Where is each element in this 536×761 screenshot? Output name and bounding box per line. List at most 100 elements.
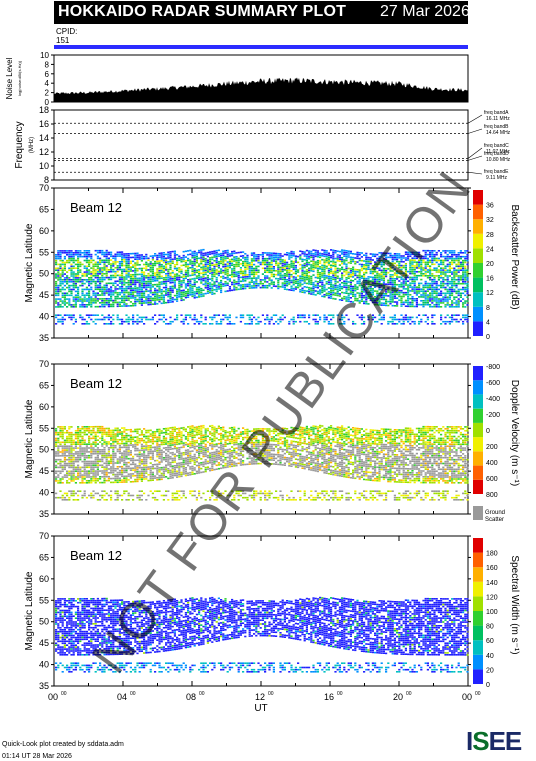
velocity-data-cell bbox=[103, 456, 106, 459]
power-data-cell bbox=[400, 291, 403, 294]
velocity-data-cell bbox=[68, 478, 71, 480]
power-data-cell bbox=[239, 284, 242, 286]
power-data-cell bbox=[213, 271, 216, 274]
power-data-cell bbox=[125, 291, 128, 294]
velocity-data-cell bbox=[59, 496, 62, 499]
velocity-data-cell bbox=[101, 464, 104, 466]
power-data-cell bbox=[404, 268, 407, 271]
power-data-cell bbox=[162, 286, 165, 289]
power-data-cell bbox=[444, 250, 447, 252]
power-data-cell bbox=[134, 273, 137, 276]
power-data-cell bbox=[204, 261, 207, 264]
power-data-cell bbox=[224, 271, 227, 273]
power-data-cell bbox=[206, 251, 209, 254]
power-data-cell bbox=[88, 255, 91, 258]
power-data-cell bbox=[415, 253, 418, 256]
power-data-cell bbox=[422, 267, 425, 269]
power-data-cell bbox=[112, 268, 115, 271]
power-data-cell bbox=[420, 269, 423, 271]
power-data-cell bbox=[418, 284, 421, 287]
power-data-cell bbox=[66, 286, 69, 289]
power-data-cell bbox=[83, 296, 86, 298]
velocity-data-cell bbox=[114, 437, 117, 439]
power-data-cell bbox=[378, 257, 381, 260]
velocity-data-cell bbox=[77, 455, 80, 457]
power-data-cell bbox=[429, 261, 432, 264]
power-data-cell bbox=[323, 314, 326, 316]
power-data-cell bbox=[275, 320, 278, 323]
power-data-cell bbox=[429, 275, 432, 277]
velocity-data-cell bbox=[105, 427, 108, 430]
power-data-cell bbox=[442, 280, 445, 283]
velocity-data-cell bbox=[107, 475, 110, 478]
power-data-cell bbox=[114, 282, 117, 284]
power-data-cell bbox=[204, 254, 207, 256]
power-data-cell bbox=[79, 271, 82, 273]
power-data-cell bbox=[158, 268, 161, 270]
power-data-cell bbox=[70, 271, 73, 273]
power-data-cell bbox=[138, 291, 141, 293]
power-data-cell bbox=[220, 256, 223, 259]
power-data-cell bbox=[123, 255, 126, 257]
power-data-cell bbox=[411, 282, 414, 285]
velocity-data-cell bbox=[90, 429, 93, 432]
velocity-data-cell bbox=[61, 437, 64, 440]
power-data-cell bbox=[376, 290, 379, 292]
power-data-cell bbox=[68, 290, 71, 293]
power-data-cell bbox=[393, 316, 396, 319]
velocity-data-cell bbox=[101, 437, 104, 439]
power-data-cell bbox=[462, 282, 465, 285]
power-data-cell bbox=[374, 274, 377, 277]
power-data-cell bbox=[332, 259, 335, 261]
power-data-cell bbox=[147, 318, 150, 321]
power-data-cell bbox=[442, 320, 445, 323]
power-data-cell bbox=[347, 254, 350, 256]
power-data-cell bbox=[143, 292, 146, 295]
velocity-data-cell bbox=[125, 442, 128, 445]
power-data-cell bbox=[277, 272, 280, 274]
power-data-cell bbox=[195, 286, 198, 289]
power-data-cell bbox=[411, 299, 414, 302]
power-colorbar-segment bbox=[473, 219, 483, 234]
power-data-cell bbox=[420, 318, 423, 321]
power-data-cell bbox=[268, 323, 271, 325]
power-data-cell bbox=[283, 286, 286, 289]
power-data-cell bbox=[151, 272, 154, 275]
power-data-cell bbox=[182, 274, 185, 276]
power-data-cell bbox=[418, 267, 421, 269]
power-data-cell bbox=[332, 297, 335, 300]
power-data-cell bbox=[81, 279, 84, 281]
power-data-cell bbox=[424, 302, 427, 304]
power-data-cell bbox=[200, 259, 203, 261]
power-data-cell bbox=[402, 282, 405, 284]
power-data-cell bbox=[446, 304, 449, 306]
power-ytick-label: 65 bbox=[39, 204, 49, 214]
velocity-data-cell bbox=[125, 432, 128, 435]
power-data-cell bbox=[156, 256, 159, 259]
power-data-cell bbox=[215, 320, 218, 323]
velocity-data-cell bbox=[81, 428, 84, 430]
power-data-cell bbox=[431, 288, 434, 291]
power-data-cell bbox=[448, 316, 451, 319]
power-data-cell bbox=[138, 281, 141, 283]
power-data-cell bbox=[103, 288, 106, 290]
power-data-cell bbox=[165, 290, 168, 292]
power-data-cell bbox=[165, 278, 168, 281]
velocity-data-cell bbox=[105, 462, 108, 464]
power-data-cell bbox=[457, 281, 460, 283]
power-data-cell bbox=[74, 296, 77, 298]
velocity-data-cell bbox=[96, 462, 99, 465]
power-data-cell bbox=[134, 295, 137, 297]
velocity-data-cell bbox=[94, 476, 97, 478]
power-data-cell bbox=[268, 283, 271, 285]
velocity-data-cell bbox=[66, 439, 69, 442]
power-data-cell bbox=[409, 267, 412, 269]
velocity-data-cell bbox=[79, 455, 82, 457]
power-data-cell bbox=[140, 283, 143, 285]
power-data-cell bbox=[103, 278, 106, 281]
power-data-cell bbox=[316, 263, 319, 266]
power-data-cell bbox=[422, 249, 425, 252]
power-data-cell bbox=[136, 300, 139, 303]
power-data-cell bbox=[380, 294, 383, 297]
velocity-data-cell bbox=[85, 460, 88, 463]
